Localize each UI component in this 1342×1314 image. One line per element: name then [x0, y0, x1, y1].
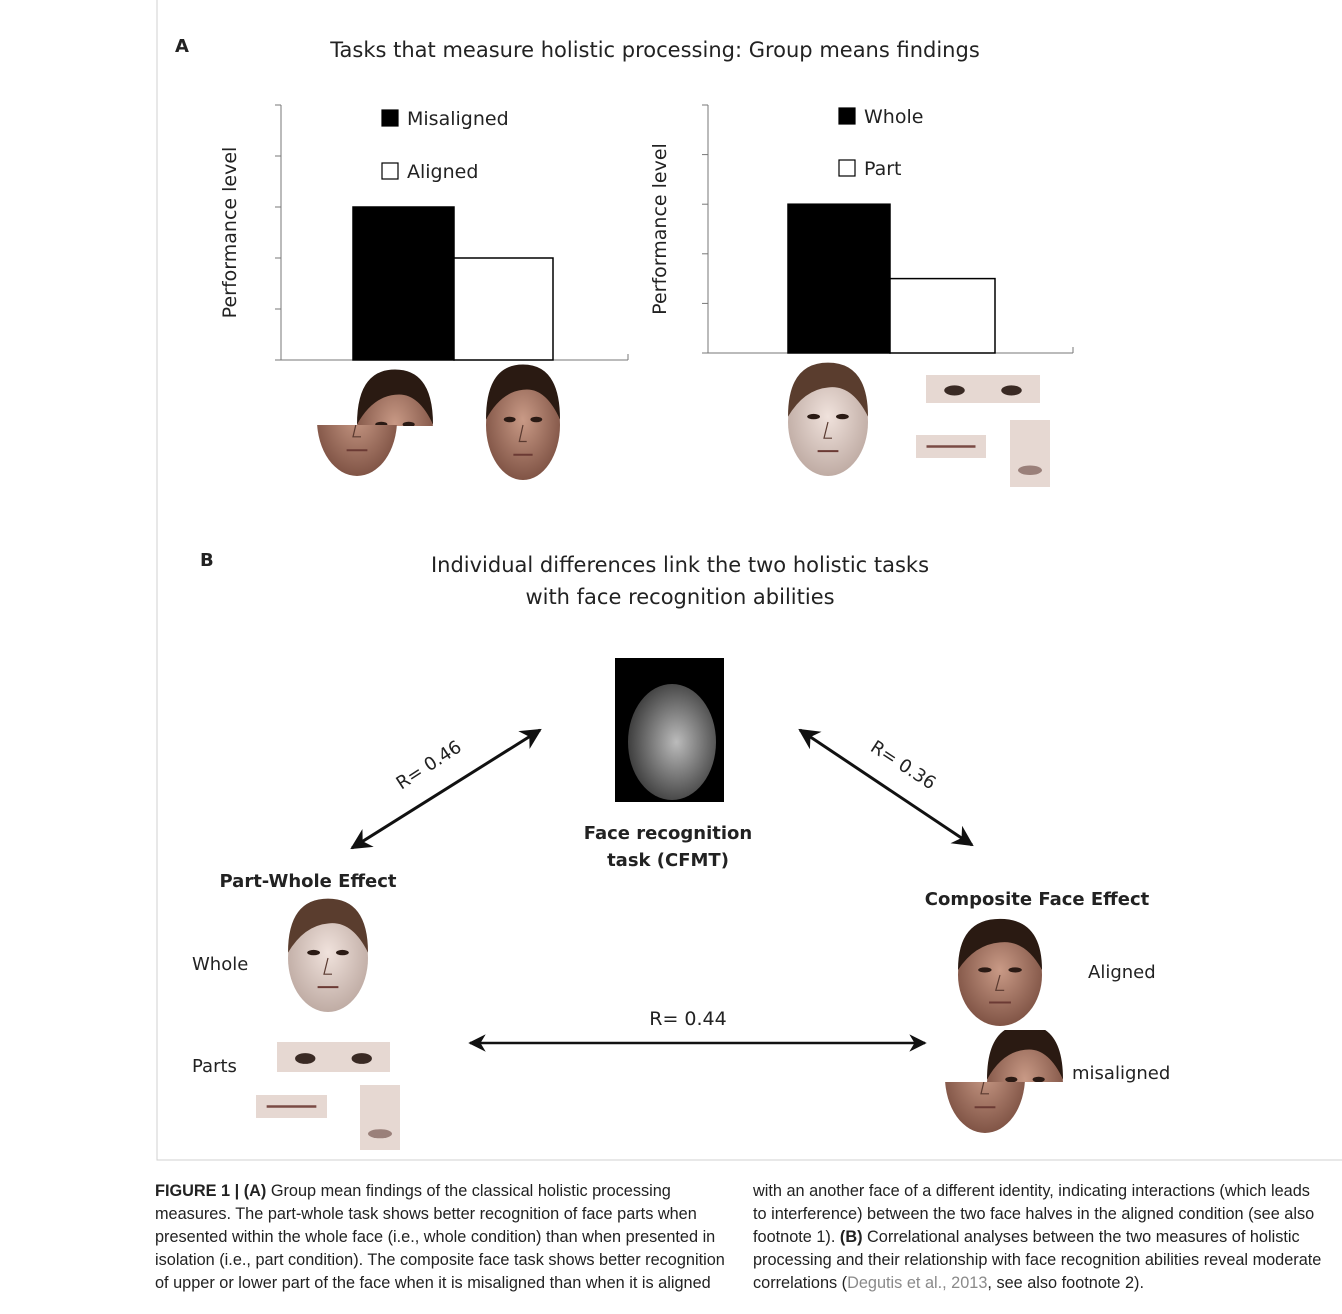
node-title: Part-Whole Effect: [219, 871, 396, 892]
link-label: R= 0.44: [649, 1008, 726, 1030]
node-label: misaligned: [1072, 1063, 1170, 1084]
eye: [807, 413, 820, 420]
node-label: Aligned: [1088, 962, 1156, 983]
legend-label: Whole: [864, 106, 923, 128]
face-photo: [788, 362, 868, 476]
eye: [1008, 967, 1022, 973]
node-label: Whole: [192, 954, 248, 975]
bar: [352, 206, 455, 361]
link-label: R= 0.46: [393, 737, 466, 795]
bar: [889, 277, 996, 354]
eye: [964, 1069, 977, 1075]
legend-label: Aligned: [407, 161, 478, 183]
caption-text: , see also footnote 2).: [987, 1274, 1144, 1292]
caption: FIGURE 1 | (A) Group mean findings of th…: [155, 1180, 1325, 1295]
node-label: Parts: [192, 1056, 237, 1077]
eye: [336, 412, 349, 418]
face-photo: [317, 412, 397, 476]
legend-label: Misaligned: [407, 108, 509, 130]
eye: [1032, 1076, 1045, 1082]
face-part-photo: [1010, 420, 1050, 487]
hair: [987, 1030, 1063, 1080]
figure: A Tasks that measure holistic processing…: [156, 0, 1342, 1161]
node-title: Composite Face Effect: [925, 889, 1150, 910]
nostril: [368, 1129, 392, 1139]
eye: [307, 949, 320, 956]
face-photo: [987, 1030, 1063, 1082]
eye: [978, 967, 992, 973]
face-photo: [486, 364, 560, 480]
caption-marker: (A): [243, 1182, 267, 1200]
panel-title: Tasks that measure holistic processing: …: [329, 38, 980, 62]
legend-swatch: [381, 162, 399, 180]
nose: [980, 1082, 989, 1095]
legend-label: Part: [864, 158, 902, 180]
legend-swatch: [838, 107, 856, 125]
hair: [288, 898, 368, 953]
nose: [352, 425, 361, 438]
eye: [1005, 1076, 1018, 1082]
caption-text: Group mean findings of the classical hol…: [155, 1182, 1315, 1292]
nostril: [1018, 465, 1042, 475]
eye: [530, 416, 543, 423]
nose: [323, 957, 332, 975]
face-photo: [945, 1069, 1025, 1133]
eye: [836, 413, 849, 420]
face-photo: [958, 918, 1042, 1026]
arrow: [350, 728, 542, 850]
eye: [503, 416, 516, 423]
hair: [958, 918, 1042, 970]
nose: [823, 421, 832, 439]
frame: [156, 0, 1342, 1161]
caption-marker: (B): [839, 1228, 863, 1246]
link-label: R= 0.36: [867, 737, 940, 795]
face-photo: [357, 369, 433, 426]
face-photo: [288, 898, 368, 1012]
citation[interactable]: Degutis et al., 2013: [847, 1274, 988, 1292]
caption-label: FIGURE 1 |: [155, 1182, 240, 1200]
node-label: task (CFMT): [607, 850, 729, 871]
eye: [944, 385, 965, 396]
nose: [995, 974, 1005, 991]
eye: [351, 1053, 372, 1064]
hair: [486, 364, 560, 420]
y-axis-label: Performance level: [649, 143, 671, 315]
panel-label: A: [175, 36, 189, 57]
face-shape: [628, 684, 716, 800]
panel-title: with face recognition abilities: [525, 585, 834, 609]
face-part-photo: [360, 1085, 400, 1150]
eye: [295, 1053, 316, 1064]
caption-text: Correlational analyses between the two m…: [753, 1228, 1322, 1292]
node-label: Face recognition: [584, 823, 752, 844]
y-axis-label: Performance level: [219, 147, 241, 319]
eye: [1001, 385, 1022, 396]
nose: [518, 424, 527, 443]
panel-label: B: [200, 550, 214, 571]
hair: [788, 362, 868, 417]
eye: [336, 949, 349, 956]
eye: [402, 421, 415, 426]
face-part-photo: [277, 1042, 390, 1072]
panel-title: Individual differences link the two holi…: [431, 553, 929, 577]
bar: [453, 257, 554, 361]
legend-swatch: [838, 159, 856, 177]
bar: [787, 203, 891, 354]
eye: [375, 421, 388, 426]
face-part-photo: [926, 375, 1040, 403]
hair: [357, 369, 433, 425]
arrow: [798, 728, 974, 847]
legend-swatch: [381, 109, 399, 127]
